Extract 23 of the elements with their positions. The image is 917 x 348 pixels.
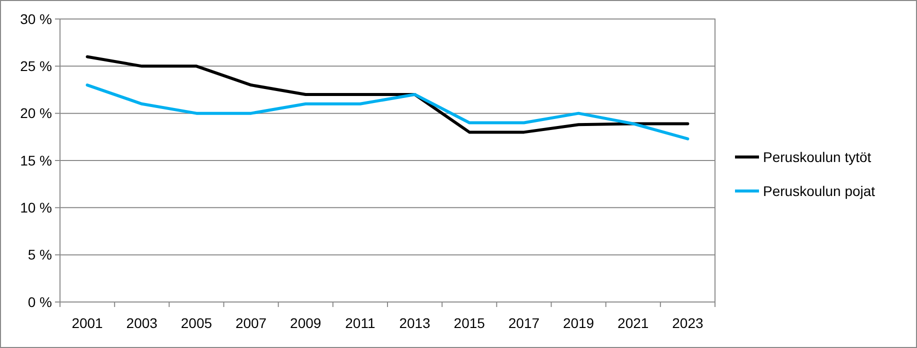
x-tick-label: 2011 [345, 315, 376, 331]
y-tick-label: 15 % [20, 152, 52, 168]
legend-label: Peruskoulun pojat [763, 182, 876, 199]
y-tick-label: 30 % [20, 10, 52, 27]
legend-label: Peruskoulun tytöt [763, 148, 872, 165]
x-tick-label: 2009 [290, 315, 322, 331]
line-series [86, 84, 690, 140]
x-tick-label: 2005 [180, 315, 212, 331]
x-tick-label: 2013 [399, 315, 431, 331]
x-tick-label: 2021 [618, 315, 649, 331]
line-series [86, 55, 690, 134]
x-tick-label: 2015 [454, 315, 486, 331]
y-tick-label: 5 % [28, 246, 52, 263]
x-tick-label: 2007 [235, 315, 267, 331]
x-tick-label: 2023 [672, 315, 704, 331]
x-tick-label: 2017 [508, 315, 540, 331]
y-tick-label: 20 % [20, 105, 52, 122]
y-tick-label: 25 % [20, 58, 52, 74]
y-tick-label: 0 % [28, 294, 52, 310]
x-tick-label: 2001 [72, 315, 104, 331]
x-tick-label: 2019 [562, 315, 594, 331]
x-tick-label: 2003 [126, 315, 158, 331]
y-tick-label: 10 % [20, 200, 52, 216]
